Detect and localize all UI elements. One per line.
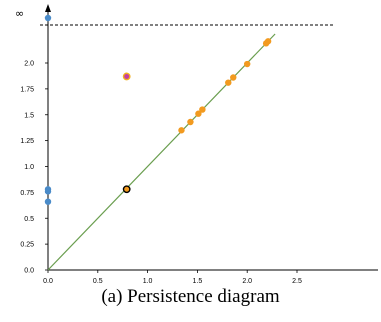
data-point: [230, 74, 237, 81]
y-tick-label: 1.75: [20, 86, 34, 93]
x-tick-label: 1.0: [143, 278, 153, 285]
data-point: [195, 110, 202, 117]
data-point: [244, 60, 251, 68]
x-tick-label: 2.5: [292, 278, 302, 285]
data-points: [44, 14, 276, 271]
y-tick-label: 1.0: [24, 164, 34, 171]
y-tick-label: 2.0: [24, 61, 34, 68]
infinite-point: [44, 14, 52, 22]
data-point: [44, 198, 52, 205]
y-tick-label: 0.0: [24, 268, 34, 275]
y-tick-label: 0.5: [24, 216, 34, 223]
data-point: [225, 79, 232, 86]
data-point: [178, 127, 185, 134]
data-point: [122, 185, 131, 194]
persistence-diagram-chart: 0.0 0.5 1.0 1.5 2.0 2.5 0.0 0.25 0.5 0.75 1.0 1.25 1…: [15, 4, 378, 285]
x-tick-label: 1.5: [193, 278, 203, 285]
data-point: [187, 118, 194, 126]
y-tick-label: 1.25: [20, 138, 34, 145]
data-point: [264, 38, 272, 45]
x-tick-label: 0.0: [43, 278, 53, 285]
diagonal-line: [47, 33, 276, 271]
y-axis-arrowhead: [45, 4, 51, 12]
y-tick-label: 1.5: [24, 112, 34, 119]
data-point: [122, 72, 131, 81]
figure-caption: (a) Persistence diagram: [101, 286, 280, 307]
y-tick-label: 0.25: [20, 242, 34, 249]
y-tick-label: 0.75: [20, 190, 34, 197]
axes: 0.0 0.5 1.0 1.5 2.0 2.5 0.0 0.25 0.5 0.75 1.0 1.25 1…: [20, 4, 378, 285]
x-tick-label: 0.5: [93, 278, 103, 285]
x-tick-label: 2.0: [242, 278, 252, 285]
data-point: [199, 106, 206, 113]
infinity-label: ∞: [15, 7, 24, 20]
data-point: [44, 188, 52, 195]
